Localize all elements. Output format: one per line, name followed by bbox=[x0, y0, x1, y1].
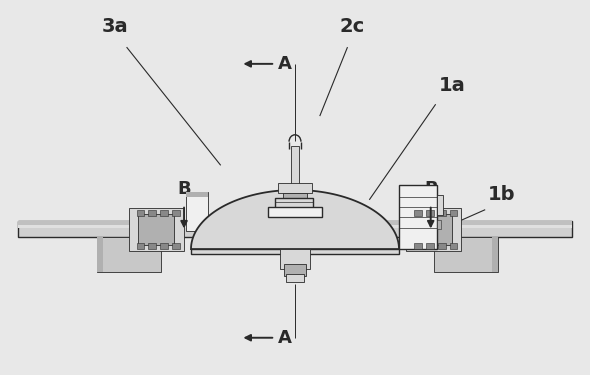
Polygon shape bbox=[191, 190, 399, 249]
Bar bbox=[406, 208, 461, 251]
Bar bbox=[191, 249, 399, 254]
Text: 1a: 1a bbox=[438, 76, 466, 96]
Bar bbox=[438, 210, 445, 216]
Bar bbox=[280, 249, 310, 269]
Bar bbox=[450, 210, 457, 216]
Bar bbox=[286, 274, 304, 282]
Bar bbox=[172, 210, 180, 216]
Bar bbox=[291, 146, 299, 185]
Bar bbox=[278, 183, 312, 193]
Text: 2c: 2c bbox=[340, 17, 365, 36]
Bar bbox=[160, 243, 168, 249]
Bar bbox=[18, 222, 572, 225]
Bar bbox=[283, 193, 307, 201]
Bar bbox=[399, 185, 437, 249]
Bar bbox=[129, 208, 184, 251]
Bar bbox=[136, 243, 145, 249]
Bar bbox=[426, 210, 434, 216]
Text: 3a: 3a bbox=[102, 17, 129, 36]
Text: A: A bbox=[278, 329, 292, 347]
Bar bbox=[416, 214, 451, 245]
Bar bbox=[186, 192, 208, 197]
Text: 1b: 1b bbox=[488, 185, 516, 204]
Bar bbox=[437, 195, 442, 214]
Bar bbox=[426, 243, 434, 249]
Bar bbox=[139, 214, 174, 245]
Bar bbox=[160, 210, 168, 216]
Bar bbox=[414, 243, 422, 249]
Bar bbox=[438, 243, 445, 249]
Bar bbox=[149, 210, 156, 216]
Text: A: A bbox=[278, 55, 292, 73]
Bar bbox=[149, 243, 156, 249]
Bar bbox=[268, 207, 322, 217]
Text: B: B bbox=[177, 180, 191, 198]
Bar bbox=[186, 192, 208, 231]
Bar bbox=[437, 219, 441, 230]
Bar bbox=[275, 198, 313, 210]
Bar bbox=[18, 225, 572, 228]
Bar bbox=[492, 237, 498, 272]
Text: B: B bbox=[424, 180, 438, 198]
Bar bbox=[434, 237, 498, 272]
Bar bbox=[18, 222, 572, 237]
Bar bbox=[136, 210, 145, 216]
Bar bbox=[414, 210, 422, 216]
Bar bbox=[97, 237, 103, 272]
Bar bbox=[284, 264, 306, 276]
Bar bbox=[450, 243, 457, 249]
Bar bbox=[97, 237, 161, 272]
Bar bbox=[172, 243, 180, 249]
